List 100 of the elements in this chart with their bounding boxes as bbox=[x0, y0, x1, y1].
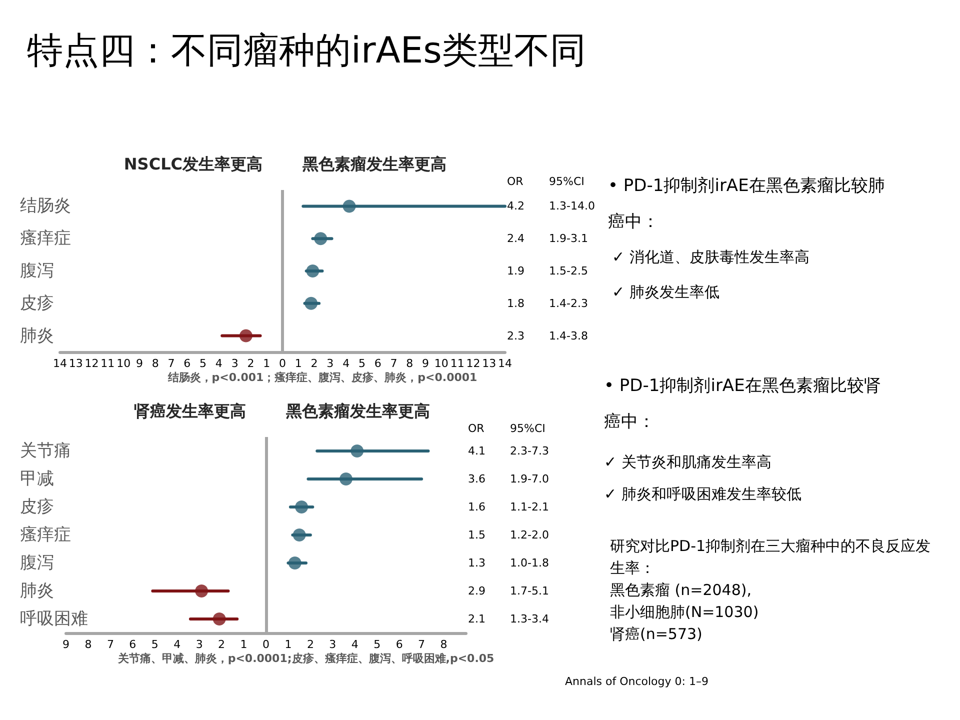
point bbox=[295, 500, 308, 514]
text: OR bbox=[507, 175, 524, 188]
text: 2.1 bbox=[468, 612, 486, 626]
x-tick-label: 1 bbox=[240, 638, 248, 651]
y-tick-label: 皮疹 bbox=[20, 293, 54, 314]
text: 1.6 bbox=[468, 500, 486, 514]
point bbox=[195, 584, 208, 598]
x-tick-label: 3 bbox=[326, 357, 334, 370]
text: NSCLC发生率更高 bbox=[124, 154, 262, 174]
text: 关节痛、甲减、肺炎，p<0.0001;皮疹、瘙痒症、腹泻、呼吸困难,p<0.05 bbox=[116, 652, 494, 665]
x-tick-label: 0 bbox=[279, 357, 286, 370]
y-tick-label: 肺炎 bbox=[20, 326, 54, 346]
x-tick-label: 14 bbox=[53, 357, 67, 370]
y-tick-label: 呼吸困难 bbox=[20, 609, 88, 629]
point bbox=[292, 528, 306, 542]
text: 1.8 bbox=[507, 296, 524, 310]
x-tick-label: 1 bbox=[294, 357, 302, 370]
text: 黑色素瘤发生率更高 bbox=[285, 402, 430, 420]
text: 4.2 bbox=[507, 200, 524, 213]
text: 黑色素瘤 (n=2048), bbox=[610, 580, 752, 601]
point bbox=[212, 612, 226, 626]
point bbox=[288, 556, 302, 570]
x-tick-label: 10 bbox=[116, 357, 131, 370]
x-tick-label: 0 bbox=[262, 638, 270, 651]
text: 1.9-3.1 bbox=[549, 232, 588, 246]
x-tick-label: 12 bbox=[466, 357, 480, 370]
x-tick-label: 11 bbox=[450, 357, 464, 370]
y-tick-label: 腹泻 bbox=[20, 553, 54, 573]
text: ✓ 肺炎和呼吸困难发生率较低 bbox=[604, 484, 802, 504]
x-tick-label: 8 bbox=[440, 638, 448, 651]
text: 2.3-7.3 bbox=[510, 444, 549, 458]
x-tick-label: 2 bbox=[306, 638, 314, 651]
text: 1.5-2.5 bbox=[549, 264, 588, 278]
x-tick-label: 13 bbox=[482, 357, 496, 370]
text: 95%CI bbox=[510, 422, 546, 435]
text: 1.5 bbox=[468, 528, 486, 542]
text: 1.3-3.4 bbox=[510, 612, 549, 626]
x-tick-label: 12 bbox=[84, 357, 99, 370]
x-tick-label: 7 bbox=[418, 638, 426, 651]
x-tick-label: 3 bbox=[231, 357, 238, 370]
x-tick-label: 8 bbox=[406, 357, 414, 370]
x-tick-label: 6 bbox=[374, 357, 382, 370]
x-tick-label: 4 bbox=[342, 357, 350, 370]
text: 1.7-5.1 bbox=[510, 584, 549, 598]
text: Annals of Oncology 0: 1–9 bbox=[565, 675, 708, 688]
x-tick-label: 9 bbox=[422, 357, 430, 370]
x-tick-label: 5 bbox=[358, 357, 366, 370]
x-tick-label: 1 bbox=[284, 638, 292, 651]
text: 1.3 bbox=[468, 556, 486, 570]
y-tick-label: 皮疹 bbox=[20, 497, 54, 517]
text: 3.6 bbox=[468, 472, 486, 486]
y-tick-label: 瘙痒症 bbox=[20, 525, 71, 545]
x-tick-label: 10 bbox=[434, 357, 448, 370]
text: • PD-1抑制剂irAE在黑色素瘤比较肾癌中： bbox=[604, 375, 882, 434]
x-tick-label: 2 bbox=[247, 357, 254, 370]
x-tick-label: 6 bbox=[396, 638, 403, 651]
text: 非小细胞肺(N=1030) bbox=[610, 602, 760, 623]
text: 1.9 bbox=[507, 264, 524, 278]
point bbox=[340, 472, 352, 486]
x-tick-label: 7 bbox=[168, 357, 175, 370]
text: 95%CI bbox=[549, 175, 584, 188]
point bbox=[350, 444, 364, 458]
text: 1.3-14.0 bbox=[549, 200, 595, 213]
x-tick-label: 2 bbox=[218, 638, 226, 651]
text: 肾癌(n=573) bbox=[610, 624, 704, 645]
x-tick-label: 6 bbox=[129, 638, 136, 651]
x-tick-label: 3 bbox=[196, 638, 203, 651]
y-tick-label: 甲减 bbox=[20, 469, 54, 489]
x-tick-label: 7 bbox=[106, 638, 114, 651]
y-tick-label: 瘙痒症 bbox=[20, 228, 71, 249]
text: • PD-1抑制剂irAE在黑色素瘤比较肺癌中： bbox=[608, 175, 886, 234]
text: 1.2-2.0 bbox=[510, 528, 549, 542]
point bbox=[304, 296, 318, 310]
x-tick-label: 7 bbox=[390, 357, 398, 370]
y-tick-label: 结肠炎 bbox=[20, 196, 71, 216]
point bbox=[342, 200, 356, 213]
point bbox=[239, 329, 252, 342]
text: 2.3 bbox=[507, 329, 524, 342]
x-tick-label: 6 bbox=[184, 357, 191, 370]
text: 1.1-2.1 bbox=[510, 500, 549, 514]
text: 肾癌发生率更高 bbox=[134, 402, 246, 420]
text: 1.9-7.0 bbox=[510, 472, 549, 486]
x-tick-label: 1 bbox=[263, 357, 270, 370]
text: ✓ 消化道、皮肤毒性发生率高 bbox=[612, 247, 810, 267]
text: 1.4-2.3 bbox=[549, 296, 588, 310]
x-tick-label: 9 bbox=[62, 638, 70, 651]
text: 2.9 bbox=[468, 584, 486, 598]
x-tick-label: 4 bbox=[351, 638, 358, 651]
x-tick-label: 4 bbox=[174, 638, 181, 651]
y-tick-label: 关节痛 bbox=[20, 441, 71, 461]
text: 1.0-1.8 bbox=[510, 556, 549, 570]
x-tick-label: 14 bbox=[498, 357, 512, 370]
x-tick-label: 5 bbox=[151, 638, 158, 651]
x-tick-label: 11 bbox=[100, 357, 115, 370]
x-tick-label: 8 bbox=[152, 357, 159, 370]
x-tick-label: 8 bbox=[84, 638, 92, 651]
chart-title: 特点四：不同瘤种的irAEs类型不同 bbox=[27, 30, 586, 72]
text: ✓ 肺炎发生率低 bbox=[612, 282, 720, 302]
text: ✓ 关节炎和肌痛发生率高 bbox=[604, 452, 772, 472]
x-tick-label: 5 bbox=[200, 357, 207, 370]
